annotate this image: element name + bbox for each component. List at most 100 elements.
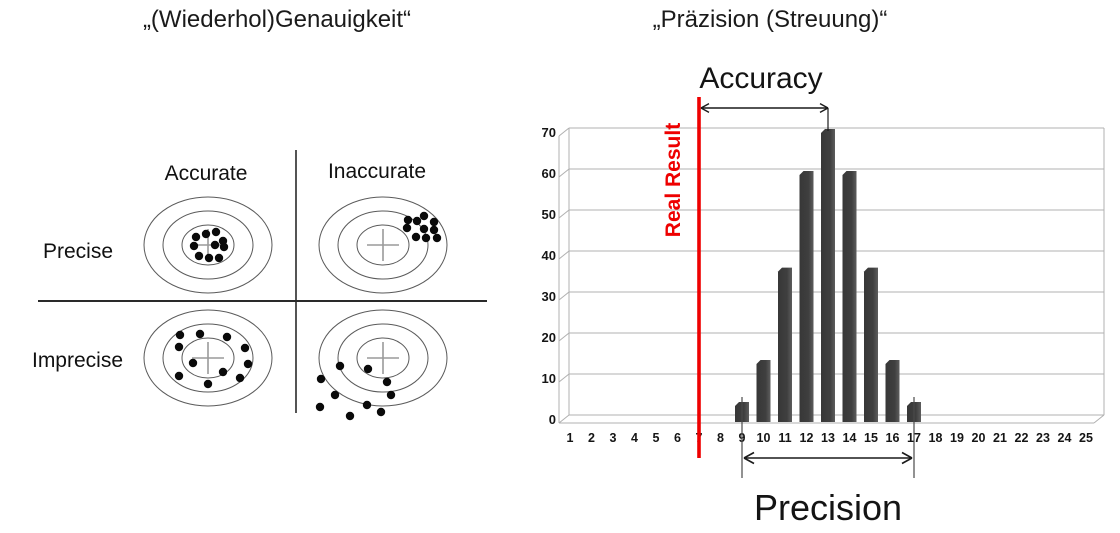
shot-dot-precise-inaccurate-6 bbox=[429, 225, 439, 235]
shot-dot-precise-accurate-3 bbox=[189, 241, 199, 251]
y-tick-label-10: 10 bbox=[542, 371, 556, 386]
target-ring-precise-inaccurate-0 bbox=[318, 196, 448, 294]
column-label-inaccurate: Inaccurate bbox=[327, 160, 427, 183]
x-tick-label-4: 4 bbox=[631, 431, 638, 445]
sidewall-tick-y40 bbox=[558, 250, 570, 260]
shot-dot-imprecise-accurate-2 bbox=[222, 332, 232, 342]
sidewall-tick-y10 bbox=[558, 373, 570, 383]
bar-x16 bbox=[885, 360, 900, 422]
x-tick-label-24: 24 bbox=[1058, 431, 1072, 445]
left-panel-title: „(Wiederhol)Genauigkeit“ bbox=[142, 6, 412, 33]
x-tick-label-20: 20 bbox=[972, 431, 986, 445]
y-tick-label-60: 60 bbox=[542, 166, 556, 181]
precision-arrowhead-left bbox=[743, 451, 755, 459]
target-ring-precise-accurate-2 bbox=[181, 224, 235, 266]
shot-dot-imprecise-inaccurate-7 bbox=[376, 407, 386, 417]
accuracy-arrowhead-right bbox=[819, 102, 829, 109]
accuracy-arrowhead-right bbox=[819, 107, 829, 114]
accuracy-arrowhead-left bbox=[700, 102, 710, 109]
precision-arrowhead-right bbox=[901, 451, 913, 459]
accuracy-annotation-label: Accuracy bbox=[699, 62, 823, 95]
x-tick-label-13: 13 bbox=[821, 431, 835, 445]
real-result-annotation-label: Real Result bbox=[662, 122, 685, 238]
bar-x11 bbox=[778, 267, 792, 422]
shot-dot-precise-accurate-2 bbox=[211, 227, 221, 237]
y-tick-label-50: 50 bbox=[542, 207, 556, 222]
shot-dot-imprecise-accurate-4 bbox=[240, 343, 250, 353]
target-ring-precise-accurate-0 bbox=[143, 196, 273, 294]
x-tick-label-16: 16 bbox=[886, 431, 900, 445]
y-tick-label-40: 40 bbox=[542, 248, 556, 263]
shot-dot-imprecise-accurate-10 bbox=[203, 379, 213, 389]
shot-dot-imprecise-accurate-5 bbox=[188, 358, 198, 368]
shot-dot-precise-accurate-1 bbox=[201, 229, 211, 239]
floor-right-diagonal bbox=[1093, 414, 1105, 424]
y-tick-label-0: 0 bbox=[549, 412, 556, 427]
target-ring-precise-inaccurate-2 bbox=[356, 224, 410, 266]
shot-dot-imprecise-accurate-3 bbox=[174, 342, 184, 352]
row-label-imprecise: Imprecise bbox=[31, 349, 124, 372]
shot-dot-precise-accurate-7 bbox=[204, 253, 214, 263]
x-tick-label-10: 10 bbox=[757, 431, 771, 445]
shot-dot-precise-inaccurate-2 bbox=[419, 211, 429, 221]
shot-dot-imprecise-accurate-1 bbox=[195, 329, 205, 339]
shot-dot-imprecise-inaccurate-6 bbox=[362, 400, 372, 410]
sidewall-tick-y0 bbox=[558, 414, 570, 424]
row-label-precise: Precise bbox=[42, 240, 114, 263]
bar-x14 bbox=[842, 171, 857, 422]
x-tick-label-11: 11 bbox=[778, 431, 791, 445]
sidewall-tick-y60 bbox=[558, 168, 570, 178]
sidewall-tick-y30 bbox=[558, 291, 570, 301]
shot-dot-imprecise-inaccurate-9 bbox=[315, 402, 325, 412]
accuracy-arrowhead-left bbox=[700, 107, 710, 114]
x-tick-label-3: 3 bbox=[610, 431, 617, 445]
sidewall-tick-y70 bbox=[558, 127, 570, 137]
shot-dot-imprecise-inaccurate-4 bbox=[382, 377, 392, 387]
x-tick-label-5: 5 bbox=[653, 431, 660, 445]
precision-arrowhead-right bbox=[901, 457, 913, 465]
sidewall-tick-y50 bbox=[558, 209, 570, 219]
target-ring-imprecise-inaccurate-0 bbox=[318, 309, 448, 407]
shot-dot-precise-inaccurate-4 bbox=[402, 223, 412, 233]
x-tick-label-1: 1 bbox=[567, 431, 574, 445]
x-tick-label-25: 25 bbox=[1079, 431, 1093, 445]
y-tick-label-20: 20 bbox=[542, 330, 556, 345]
x-tick-label-12: 12 bbox=[800, 431, 814, 445]
x-tick-label-21: 21 bbox=[993, 431, 1007, 445]
shot-dot-precise-inaccurate-9 bbox=[432, 233, 442, 243]
x-tick-label-2: 2 bbox=[588, 431, 595, 445]
shot-dot-imprecise-inaccurate-5 bbox=[386, 390, 396, 400]
shot-dot-imprecise-accurate-6 bbox=[243, 359, 253, 369]
target-ring-precise-inaccurate-1 bbox=[337, 210, 429, 280]
shot-dot-precise-accurate-9 bbox=[218, 236, 228, 246]
precision-annotation-label: Precision bbox=[753, 487, 903, 528]
x-tick-label-19: 19 bbox=[950, 431, 964, 445]
shot-dot-imprecise-inaccurate-1 bbox=[316, 374, 326, 384]
target-ring-imprecise-accurate-0 bbox=[143, 309, 273, 407]
shot-dot-imprecise-accurate-0 bbox=[175, 330, 185, 340]
x-tick-label-14: 14 bbox=[843, 431, 857, 445]
sidewall-tick-y20 bbox=[558, 332, 570, 342]
target-ring-imprecise-accurate-1 bbox=[162, 323, 254, 393]
x-tick-label-8: 8 bbox=[717, 431, 724, 445]
y-tick-label-30: 30 bbox=[542, 289, 556, 304]
shot-dot-precise-inaccurate-8 bbox=[421, 233, 431, 243]
x-tick-label-15: 15 bbox=[864, 431, 878, 445]
shot-dot-imprecise-inaccurate-8 bbox=[345, 411, 355, 421]
shot-dot-precise-accurate-8 bbox=[214, 253, 224, 263]
shot-dot-imprecise-accurate-7 bbox=[218, 367, 228, 377]
shot-dot-precise-accurate-0 bbox=[191, 232, 201, 242]
shot-dot-precise-inaccurate-3 bbox=[429, 217, 439, 227]
bar-x10 bbox=[756, 360, 771, 422]
shot-dot-imprecise-inaccurate-2 bbox=[330, 390, 340, 400]
shot-dot-imprecise-inaccurate-0 bbox=[335, 361, 345, 371]
column-label-accurate: Accurate bbox=[164, 162, 248, 185]
shot-dot-precise-inaccurate-1 bbox=[412, 216, 422, 226]
shot-dot-precise-inaccurate-0 bbox=[403, 215, 413, 225]
target-ring-imprecise-accurate-2 bbox=[181, 337, 235, 379]
shot-dot-imprecise-inaccurate-3 bbox=[363, 364, 373, 374]
shot-dot-precise-accurate-6 bbox=[194, 251, 204, 261]
bar-x15 bbox=[864, 267, 878, 422]
